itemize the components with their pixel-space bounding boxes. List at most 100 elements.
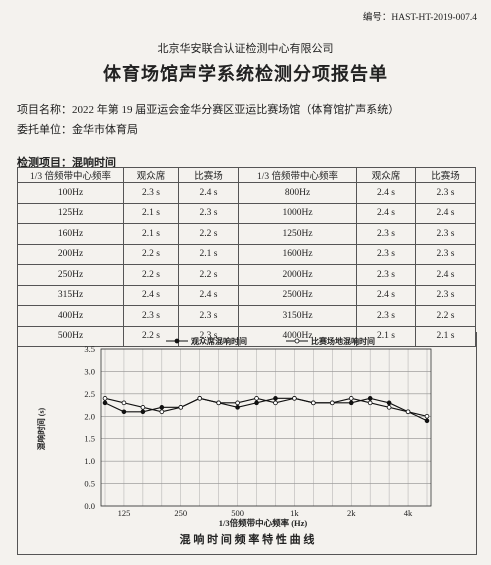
series-line-2: [104, 397, 428, 417]
table-row: 400Hz 2.3 s 2.3 s 3150Hz 2.3 s 2.2 s: [17, 305, 476, 327]
y-tick-label: 0.0: [84, 501, 95, 511]
table-cell: 2.4 s: [415, 202, 476, 224]
table-cell: 250Hz: [17, 264, 124, 286]
table-cell: 1000Hz: [238, 202, 357, 224]
table-cell: 2.4 s: [123, 284, 179, 306]
table-cell: 400Hz: [17, 305, 124, 327]
table-cell: 2.4 s: [178, 182, 239, 204]
y-tick-label: 2.0: [84, 411, 95, 421]
y-tick-label: 0.5: [84, 479, 95, 489]
legend-label: 比赛场地混响时间: [311, 336, 375, 346]
table-cell: 2.1 s: [123, 223, 179, 245]
data-point: [159, 405, 165, 410]
data-point: [121, 400, 127, 406]
x-tick-label: 125: [118, 508, 131, 518]
data-point: [329, 400, 335, 406]
data-point: [367, 396, 373, 401]
table-cell: 2500Hz: [238, 284, 357, 306]
data-point: [102, 400, 108, 406]
data-point: [367, 400, 373, 406]
table-cell: 2.3 s: [415, 243, 476, 265]
table-cell: 2.4 s: [178, 284, 239, 306]
table-cell: 125Hz: [17, 202, 124, 224]
table-row: 200Hz 2.2 s 2.1 s 1600Hz 2.3 s 2.3 s: [17, 243, 476, 265]
table-cell: 200Hz: [17, 243, 124, 265]
section-title: 检测项目：混响时间: [17, 157, 116, 169]
plot-frame: [100, 348, 432, 507]
table-cell: 2.3 s: [356, 264, 416, 286]
y-tick-label: 1.0: [84, 456, 95, 466]
data-point: [178, 405, 184, 410]
table-cell: 2000Hz: [238, 264, 357, 286]
document-number: 编号：HAST-HT-2019-007.4: [362, 13, 477, 23]
table-cell: 2.3 s: [415, 223, 476, 245]
table-row: 315Hz 2.4 s 2.4 s 2500Hz 2.4 s 2.3 s: [17, 284, 476, 306]
table-cell: 100Hz: [17, 182, 124, 204]
chart-caption: 混 响 时 间 频 率 特 性 曲 线: [180, 532, 315, 546]
data-point: [140, 409, 146, 415]
table-cell: 2.3 s: [123, 305, 179, 327]
table-cell: 2.1 s: [178, 243, 239, 265]
data-point: [102, 396, 108, 401]
legend-marker: [294, 338, 300, 344]
table-cell: 2.3 s: [178, 202, 239, 224]
table-cell: 2.4 s: [356, 284, 416, 306]
client-name: 委托单位：金华市体育局: [17, 124, 138, 136]
data-point: [121, 409, 127, 415]
data-point: [254, 400, 259, 406]
table-cell: 2.3 s: [123, 182, 179, 204]
report-title: 体育场馆声学系统检测分项报告单: [103, 64, 388, 84]
x-tick-label: 4k: [404, 508, 413, 518]
x-tick-label: 250: [174, 508, 187, 518]
organization-name: 北京华安联合认证检测中心有限公司: [157, 43, 334, 55]
x-tick-label: 2k: [347, 508, 356, 518]
table-cell: 315Hz: [17, 284, 124, 306]
table-row: 125Hz 2.1 s 2.3 s 1000Hz 2.4 s 2.4 s: [17, 202, 476, 224]
reverb-table: 1/3 倍频带中心频率 观众席 比赛场 1/3 倍频带中心频率 观众席 比赛场 …: [17, 167, 476, 347]
table-cell: 2.3 s: [415, 182, 476, 204]
data-point: [273, 400, 278, 406]
table-row: 250Hz 2.2 s 2.2 s 2000Hz 2.3 s 2.4 s: [17, 264, 476, 286]
data-point: [348, 396, 354, 401]
data-point: [292, 396, 297, 401]
table-cell: 2.2 s: [123, 243, 179, 265]
y-tick-label: 3.5: [84, 344, 95, 354]
table-cell: 2.1 s: [123, 202, 179, 224]
table-cell: 2.2 s: [178, 264, 239, 286]
table-row: 500Hz 2.2 s 2.3 s 4000Hz 2.1 s 2.1 s: [17, 325, 476, 347]
table-cell: 2.3 s: [356, 223, 416, 245]
column-header: 观众席: [123, 167, 179, 183]
data-point: [254, 396, 259, 401]
y-tick-label: 1.5: [84, 434, 95, 444]
y-tick-label: 2.5: [84, 389, 95, 399]
data-point: [235, 405, 240, 410]
table-cell: 2.1 s: [415, 325, 476, 347]
column-header: 1/3 倍频带中心频率: [238, 167, 357, 183]
table-cell: 2.4 s: [415, 264, 476, 286]
data-point: [235, 400, 240, 406]
table-cell: 2.2 s: [123, 264, 179, 286]
data-point: [140, 405, 146, 410]
table-row: 160Hz 2.1 s 2.2 s 1250Hz 2.3 s 2.3 s: [17, 223, 476, 245]
table-cell: 3150Hz: [238, 305, 357, 327]
column-header: 1/3 倍频带中心频率: [17, 167, 124, 183]
table-cell: 2.2 s: [178, 223, 239, 245]
table-cell: 1250Hz: [238, 223, 357, 245]
data-point: [197, 396, 203, 401]
x-tick-label: 500: [231, 508, 244, 518]
data-point: [348, 400, 354, 406]
data-point: [216, 400, 221, 406]
data-point: [386, 400, 392, 406]
data-point: [159, 409, 165, 415]
column-header: 比赛场: [415, 167, 476, 183]
y-tick-label: 3.0: [84, 366, 95, 376]
legend-label: 观众席混响时间: [191, 336, 247, 346]
table-cell: 2.3 s: [356, 305, 416, 327]
table-cell: 2.2 s: [415, 305, 476, 327]
legend-marker: [174, 338, 180, 344]
x-tick-label: 1k: [290, 508, 299, 518]
table-cell: 160Hz: [17, 223, 124, 245]
data-point: [424, 413, 430, 419]
column-header: 观众席: [356, 167, 416, 183]
